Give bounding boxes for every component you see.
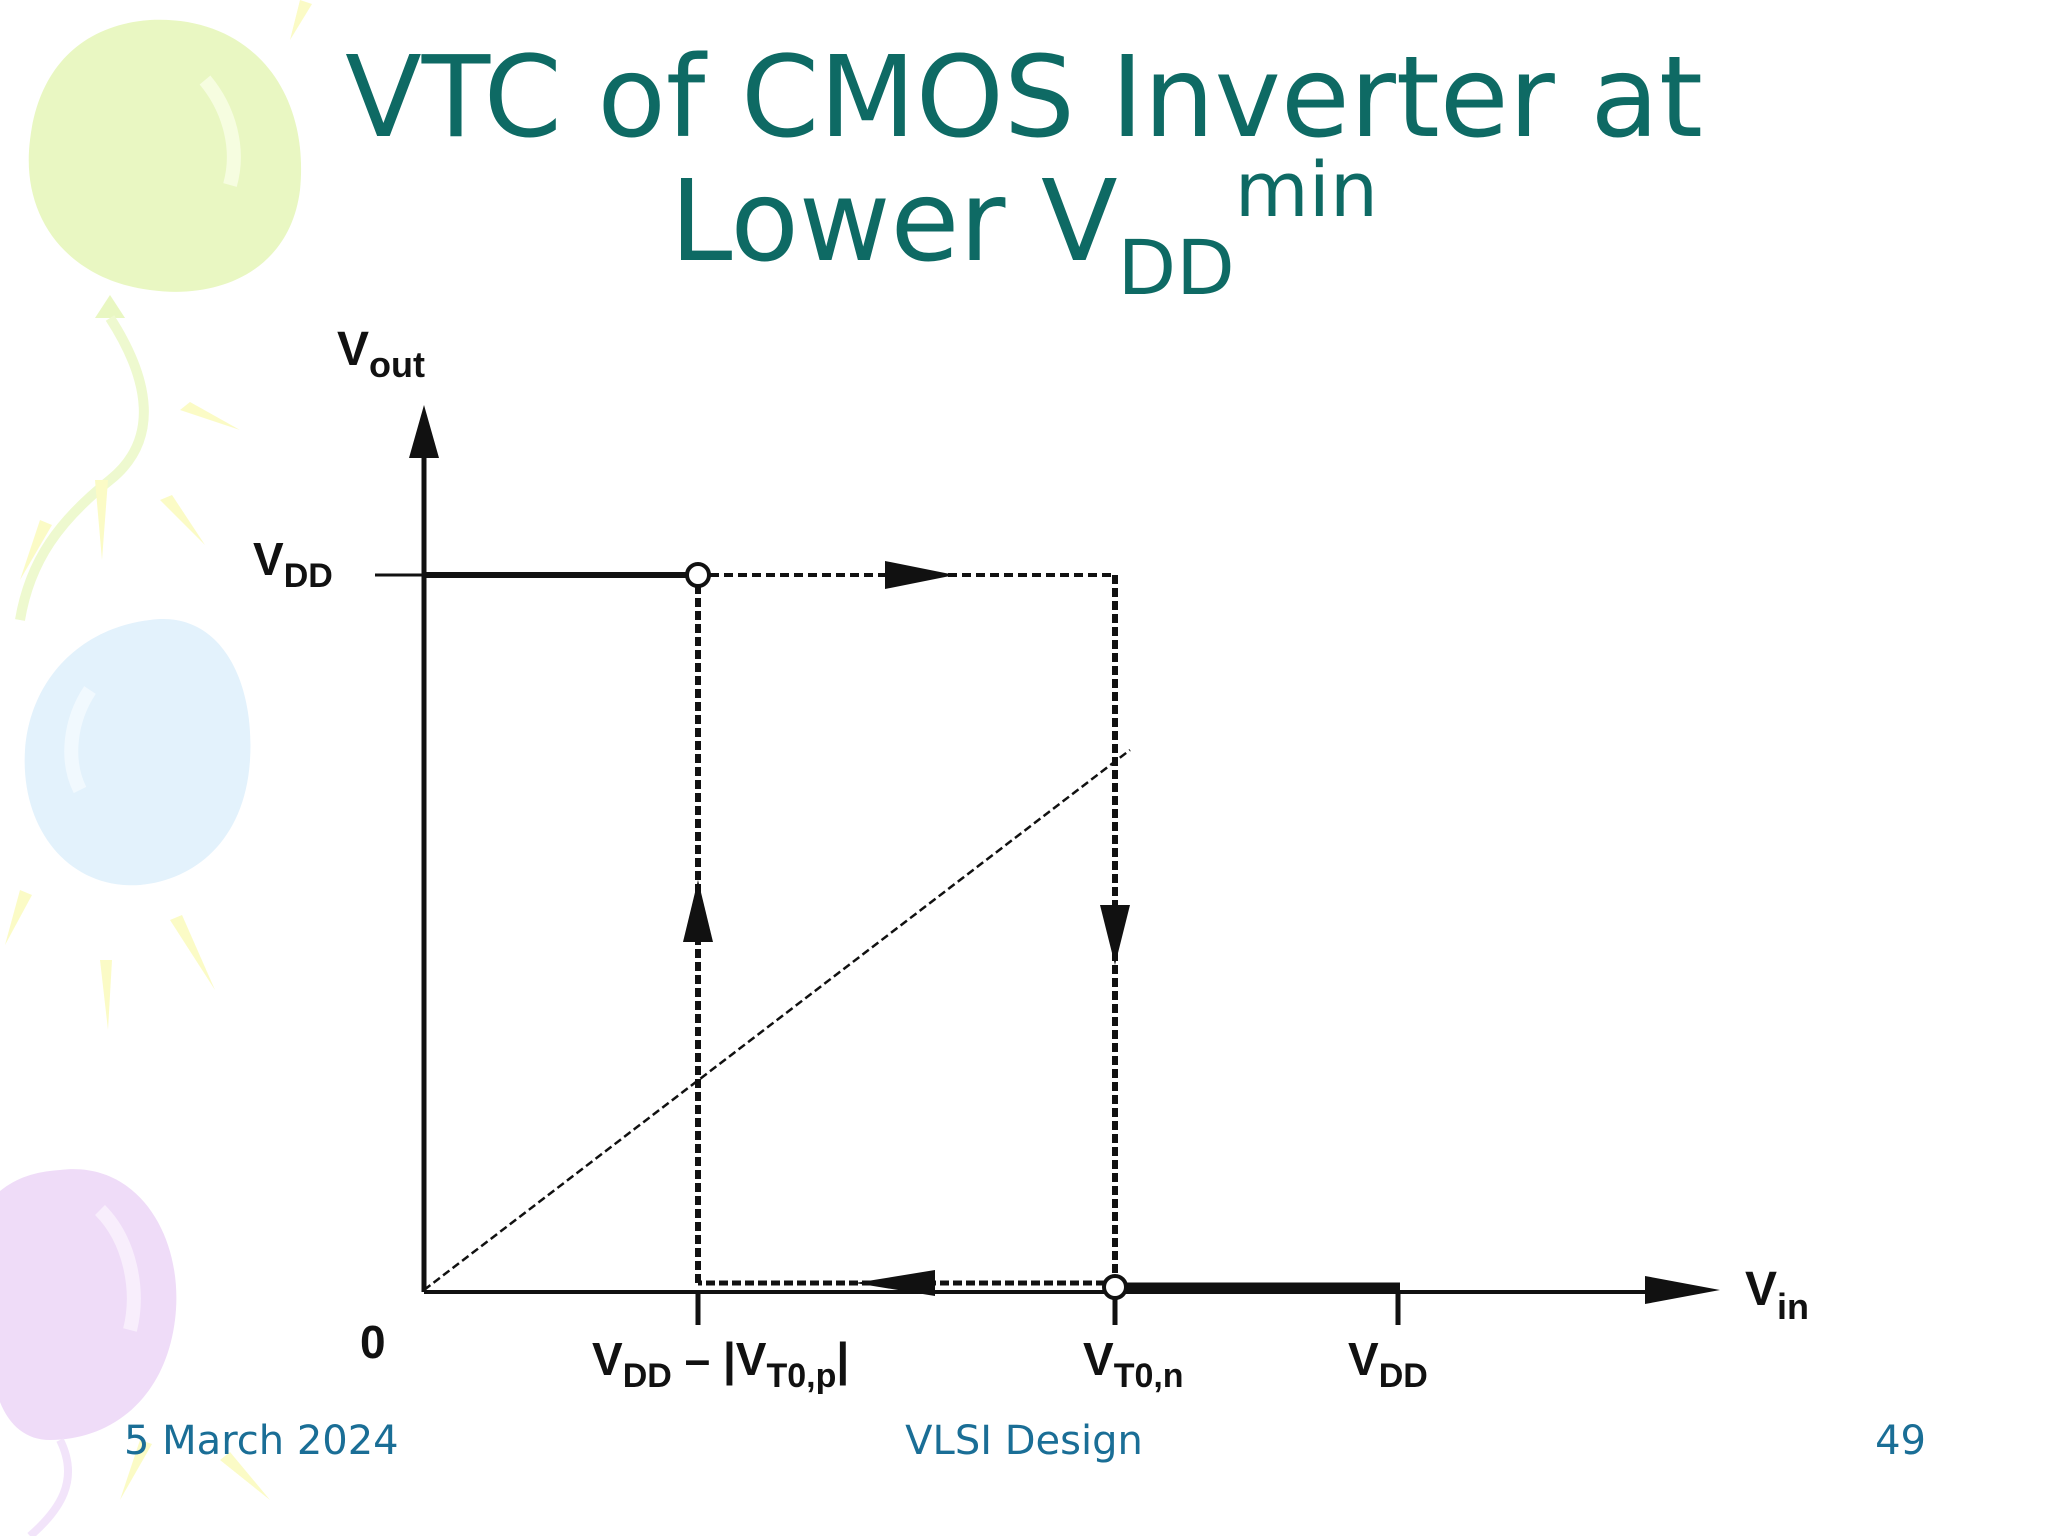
x-axis-label: Vin [1745,1263,1809,1327]
balloon-blue-icon [24,619,251,886]
title-subscript-dd: DD [1117,223,1235,312]
switch-point-high [685,562,711,588]
slide-title-line-1: VTC of CMOS Inverter at [345,33,1703,163]
y-axis-arrowhead [409,405,439,458]
arrow-down-icon [1100,905,1130,965]
diagram-panel [255,318,1830,1408]
arrow-left-icon [855,1270,935,1296]
x-tick-label-2: VT0,n [1083,1333,1184,1395]
title-lower-v: Lower V [669,157,1118,287]
x-axis-arrowhead [1645,1276,1720,1304]
x-tick-label-1: VDD – |VT0,p| [592,1333,849,1395]
balloon-purple-icon [0,1169,177,1536]
arrow-right-icon [885,561,955,589]
title-superscript-min: min [1234,145,1379,234]
sunray-decoration [5,0,312,1500]
footer-course-title: VLSI Design [905,1418,1143,1464]
slide-title-line-2: Lower VDDmin [0,152,2048,306]
y-axis-label: Vout [337,323,425,385]
y-tick-label-vdd: VDD [253,533,333,595]
footer-page-number: 49 [1875,1418,1926,1464]
unity-gain-line [423,749,1131,1291]
balloon-green-icon [15,19,302,621]
arrow-up-icon [683,880,713,942]
x-tick-label-3: VDD [1348,1333,1428,1395]
origin-label: 0 [360,1316,386,1368]
footer-date: 5 March 2024 [124,1418,399,1464]
switch-point-low [1102,1274,1128,1300]
